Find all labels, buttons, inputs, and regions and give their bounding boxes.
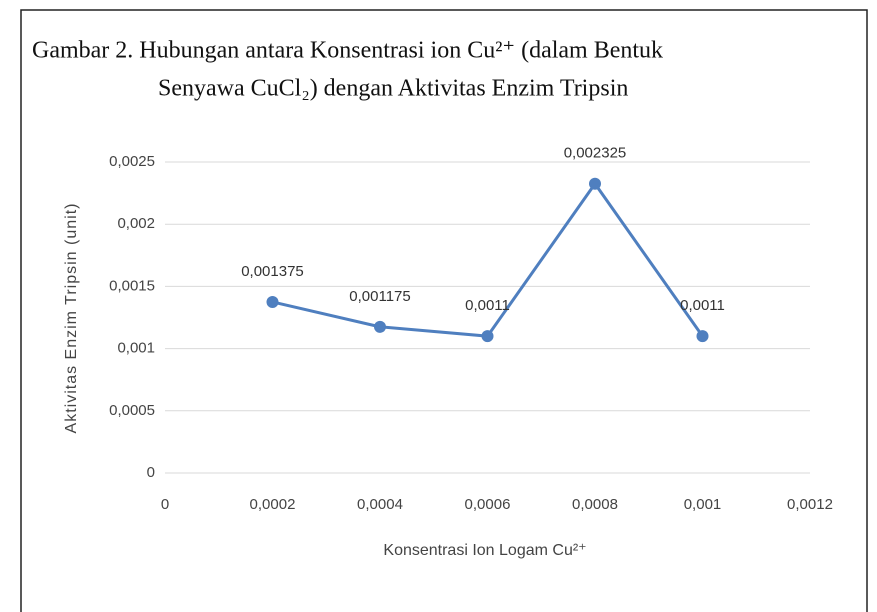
x-tick-label: 0,0004 <box>357 496 403 513</box>
y-axis-label: Aktivitas Enzim Tripsin (unit) <box>63 203 80 434</box>
data-label: 0,002325 <box>564 145 627 162</box>
frame <box>20 9 868 612</box>
x-tick-label: 0,0002 <box>250 496 296 513</box>
y-tick-label: 0,002 <box>117 215 155 232</box>
y-tick-label: 0,0005 <box>109 402 155 419</box>
y-tick-label: 0,0025 <box>109 153 155 170</box>
point <box>374 320 386 333</box>
point <box>266 295 279 308</box>
data-label: 0,001375 <box>241 263 304 280</box>
x-tick-label: 0,001 <box>684 496 722 513</box>
x-tick-label: 0,0012 <box>787 496 833 513</box>
point <box>481 330 494 343</box>
x-axis-label: Konsentrasi Ion Logam Cu²⁺ <box>383 542 586 559</box>
y-tick-label: 0,0015 <box>109 277 155 294</box>
data-label: 0,0011 <box>465 297 510 314</box>
y-tick-label: 0,001 <box>117 340 155 357</box>
chart-title: Gambar 2. Hubungan antara Konsentrasi io… <box>32 38 663 64</box>
data-label: 0,0011 <box>680 297 725 314</box>
x-tick-label: 0,0006 <box>465 496 511 513</box>
x-tick-label: 0,0008 <box>572 496 618 513</box>
y-tick-label: 0 <box>147 464 155 481</box>
point <box>589 177 601 190</box>
point <box>696 330 709 343</box>
x-tick-label: 0 <box>161 496 169 513</box>
data-label: 0,001175 <box>349 288 410 305</box>
chart-title: Senyawa CuCl₂) dengan Aktivitas Enzim Tr… <box>158 76 628 102</box>
